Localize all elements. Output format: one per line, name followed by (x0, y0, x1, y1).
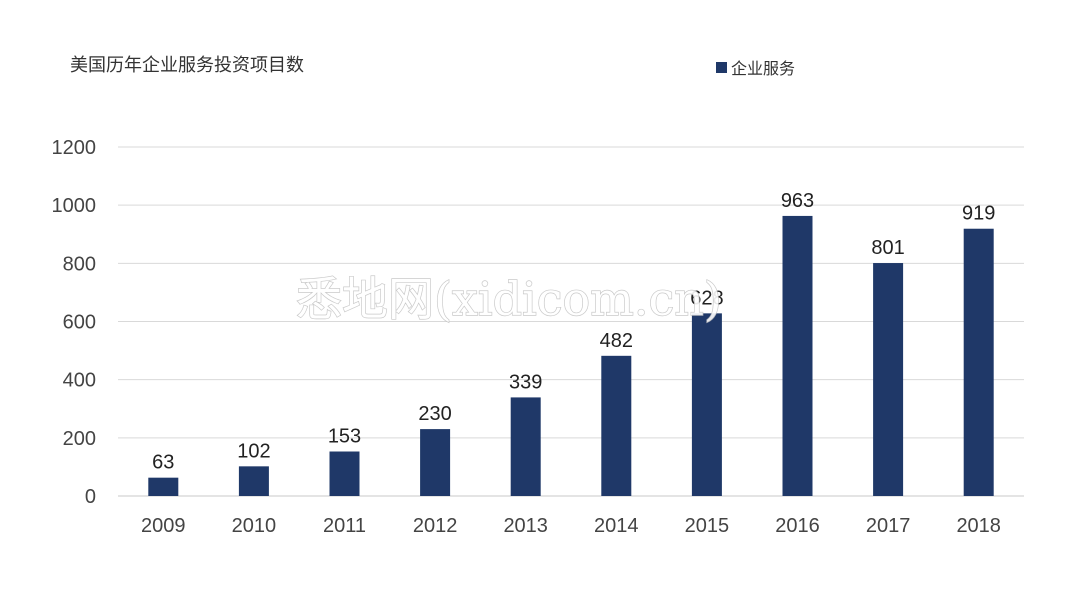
x-tick-label-2016: 2016 (775, 515, 820, 537)
bar-2017 (873, 263, 904, 496)
legend-label: 企业服务 (731, 59, 795, 78)
legend: 企业服务 (716, 59, 795, 78)
y-axis-ticks: 0 200 400 600 800 1000 1200 (52, 137, 97, 508)
data-label-2013: 339 (509, 371, 542, 393)
bar-2016 (782, 215, 813, 497)
x-tick-label-2011: 2011 (323, 515, 366, 537)
bar-2015 (691, 313, 722, 496)
watermark: 悉地网(xidicom.cn) (296, 272, 722, 326)
x-tick-label-2010: 2010 (232, 515, 277, 537)
bar-2011 (329, 451, 360, 496)
bars (148, 215, 994, 497)
y-tick-label: 800 (63, 253, 96, 275)
data-label-2017: 801 (871, 237, 904, 259)
bar-2013 (510, 397, 541, 496)
data-label-2016: 963 (781, 190, 814, 212)
x-tick-label-2018: 2018 (956, 515, 1001, 537)
bar-2009 (148, 477, 179, 496)
data-label-2011: 153 (328, 426, 361, 448)
data-label-2015: 628 (690, 287, 723, 309)
data-labels: 63 102 153 230 339 482 628 963 801 919 (152, 190, 995, 474)
data-label-2009: 63 (152, 452, 174, 474)
x-tick-label-2014: 2014 (594, 515, 639, 537)
x-tick-label-2015: 2015 (685, 515, 730, 537)
bar-2010 (238, 466, 269, 496)
y-tick-label: 200 (63, 428, 96, 450)
gridlines (118, 146, 1024, 497)
bar-2014 (601, 355, 632, 496)
bar-2012 (420, 429, 451, 496)
x-tick-label-2009: 2009 (141, 515, 186, 537)
data-label-2014: 482 (600, 330, 633, 352)
data-label-2012: 230 (418, 403, 451, 425)
chart-title: 美国历年企业服务投资项目数 (70, 55, 304, 76)
x-tick-label-2012: 2012 (413, 515, 458, 537)
x-tick-label-2017: 2017 (866, 515, 911, 537)
data-label-2010: 102 (237, 440, 270, 462)
x-axis-ticks: 2009 2010 2011 2012 2013 2014 2015 2016 2017 2018 (141, 515, 1001, 537)
data-label-2018: 919 (962, 203, 995, 225)
y-tick-label: 1200 (52, 137, 97, 159)
legend-swatch (716, 62, 727, 73)
y-tick-label: 0 (85, 486, 96, 508)
y-tick-label: 1000 (52, 195, 97, 217)
bar-2018 (963, 228, 994, 496)
x-tick-label-2013: 2013 (503, 515, 548, 537)
y-tick-label: 400 (63, 370, 96, 392)
y-tick-label: 600 (63, 312, 96, 334)
